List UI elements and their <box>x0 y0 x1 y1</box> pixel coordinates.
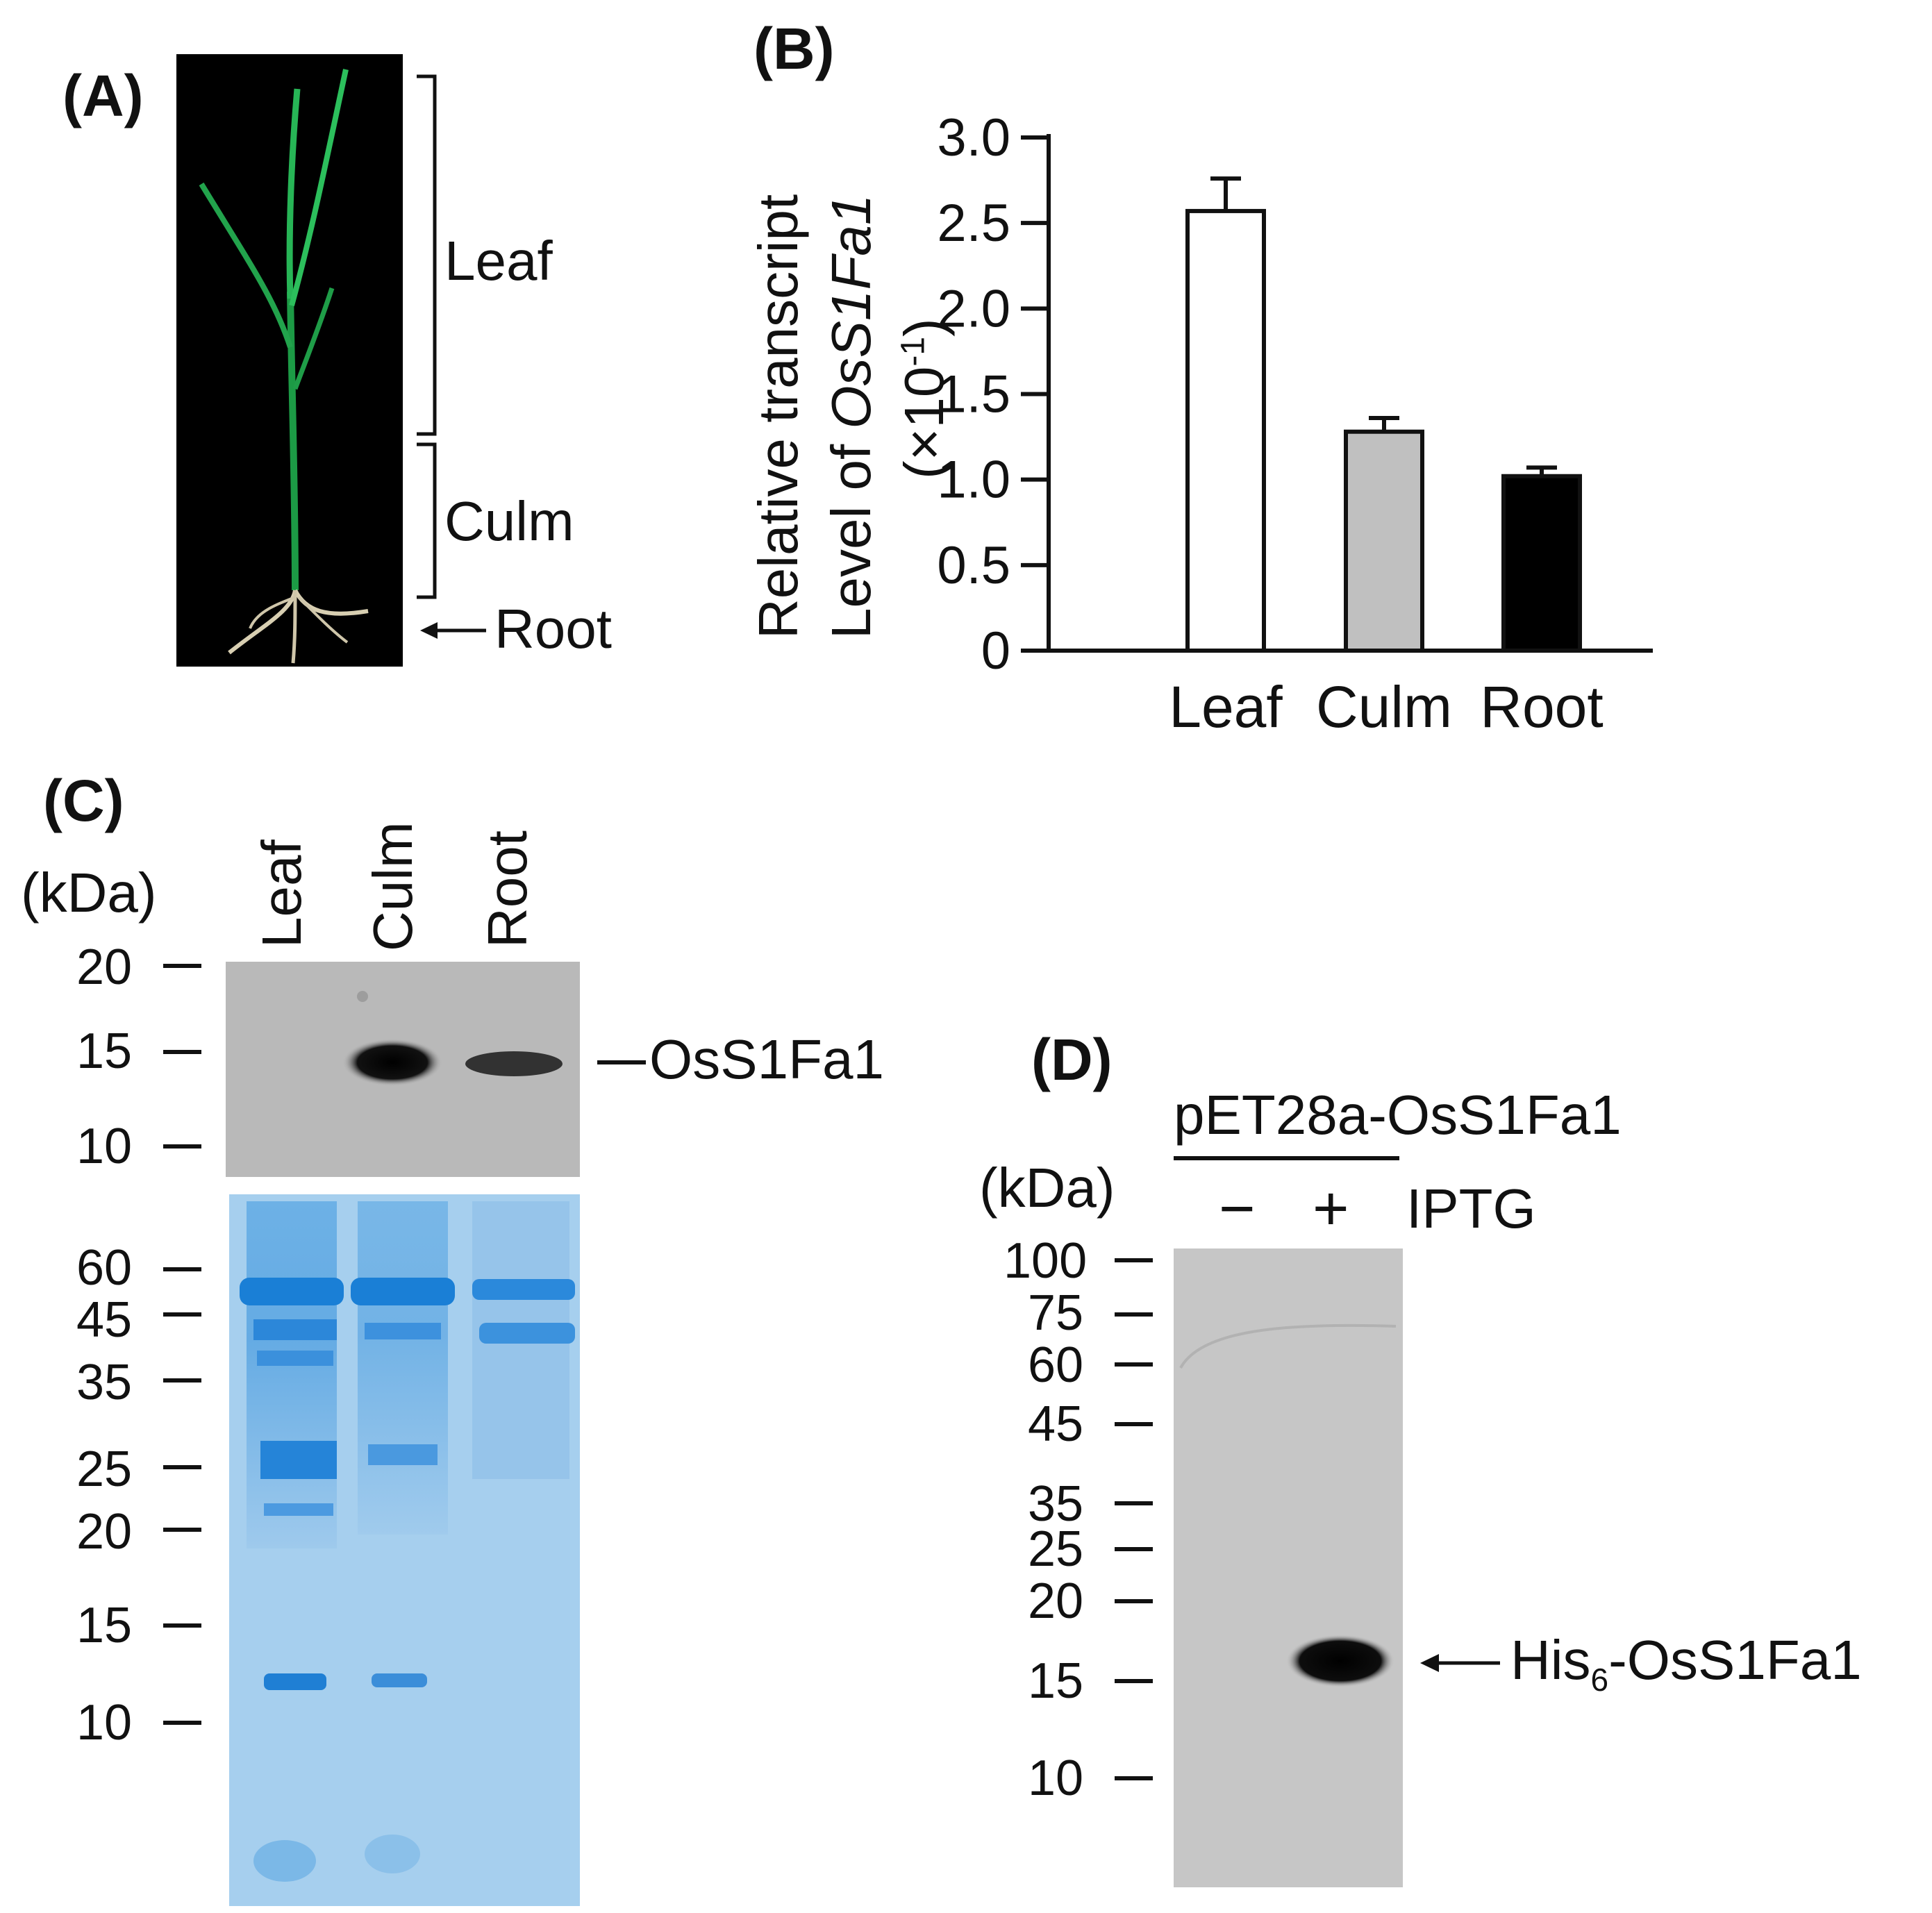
d-marker-75: 75 <box>1028 1285 1084 1341</box>
d-tick <box>1115 1599 1153 1603</box>
region-label-culm: Culm <box>444 490 574 552</box>
construct-label: pET28a-OsS1Fa1 <box>1174 1084 1622 1146</box>
lane-label-leaf: Leaf <box>251 839 313 948</box>
c-blot-tick <box>163 964 201 968</box>
bar-leaf <box>1185 208 1266 653</box>
c-unit-label: (kDa) <box>21 862 157 924</box>
treatment-label: IPTG <box>1406 1178 1536 1239</box>
bar-culm <box>1344 429 1424 653</box>
c-blot-tick <box>163 1050 201 1054</box>
panel-a-label: (A) <box>63 63 144 128</box>
d-unit-label: (kDa) <box>979 1157 1115 1219</box>
c-gel-tick <box>163 1267 201 1271</box>
bar-root <box>1501 474 1582 653</box>
minus-iptg: − <box>1219 1174 1256 1244</box>
d-marker-15: 15 <box>1028 1653 1084 1709</box>
d-tick <box>1115 1422 1153 1426</box>
x-tick-label: Root <box>1480 674 1603 740</box>
d-marker-45: 45 <box>1028 1396 1084 1452</box>
x-tick-label: Leaf <box>1169 674 1283 740</box>
plus-iptg: + <box>1313 1174 1349 1244</box>
lane-label-culm: Culm <box>362 821 424 951</box>
d-tick <box>1115 1362 1153 1367</box>
y-axis-label-line1: Relative transcript <box>747 194 809 639</box>
region-label-leaf: Leaf <box>444 230 553 292</box>
d-tick <box>1115 1258 1153 1262</box>
d-tick <box>1115 1501 1153 1505</box>
construct-underline <box>1174 1156 1399 1160</box>
c-band-label: OsS1Fa1 <box>649 1028 884 1090</box>
c-gel-tick <box>163 1312 201 1317</box>
y-axis-label-line3: (×10-1) <box>893 318 955 479</box>
c-gel-tick <box>163 1528 201 1532</box>
c-gel-marker-45: 45 <box>76 1292 133 1348</box>
c-gel-tick <box>163 1721 201 1725</box>
d-tick <box>1115 1679 1153 1683</box>
c-gel-marker-25: 25 <box>76 1442 133 1497</box>
c-gel-marker-15: 15 <box>76 1598 133 1653</box>
y-tick-label: 3.0 <box>937 108 1010 167</box>
c-blot-marker-15: 15 <box>76 1024 133 1079</box>
d-tick <box>1115 1312 1153 1317</box>
lane-label-root: Root <box>476 830 538 948</box>
panel-b-label: (B) <box>753 16 835 81</box>
c-gel-marker-10: 10 <box>76 1695 133 1751</box>
d-marker-100: 100 <box>1004 1233 1088 1289</box>
c-gel-marker-20: 20 <box>76 1504 133 1560</box>
d-marker-10: 10 <box>1028 1751 1084 1806</box>
d-marker-60: 60 <box>1028 1337 1084 1393</box>
c-gel-tick <box>163 1465 201 1469</box>
y-tick-label: 0.5 <box>937 536 1010 595</box>
c-band-dash <box>597 1060 646 1064</box>
d-marker-20: 20 <box>1028 1573 1084 1629</box>
c-blot-tick <box>163 1144 201 1148</box>
c-gel-marker-60: 60 <box>76 1240 133 1296</box>
region-label-root: Root <box>494 598 612 660</box>
d-tick <box>1115 1547 1153 1551</box>
c-gel-tick <box>163 1378 201 1382</box>
x-tick-label: Culm <box>1316 674 1452 740</box>
d-marker-35: 35 <box>1028 1476 1084 1532</box>
d-marker-25: 25 <box>1028 1521 1084 1577</box>
panel-d-label: (D) <box>1031 1027 1113 1092</box>
y-axis-label-line2: Level of OsS1Fa1 <box>820 194 882 639</box>
c-blot-marker-10: 10 <box>76 1119 133 1174</box>
d-tick <box>1115 1776 1153 1780</box>
y-tick-label: 2.5 <box>937 194 1010 253</box>
c-blot-marker-20: 20 <box>76 939 133 995</box>
c-gel-marker-35: 35 <box>76 1355 133 1410</box>
d-band-label: His6-OsS1Fa1 <box>1510 1629 1862 1698</box>
panel-c-label: (C) <box>43 768 124 833</box>
y-tick-label: 0 <box>981 621 1010 680</box>
c-gel-tick <box>163 1623 201 1628</box>
